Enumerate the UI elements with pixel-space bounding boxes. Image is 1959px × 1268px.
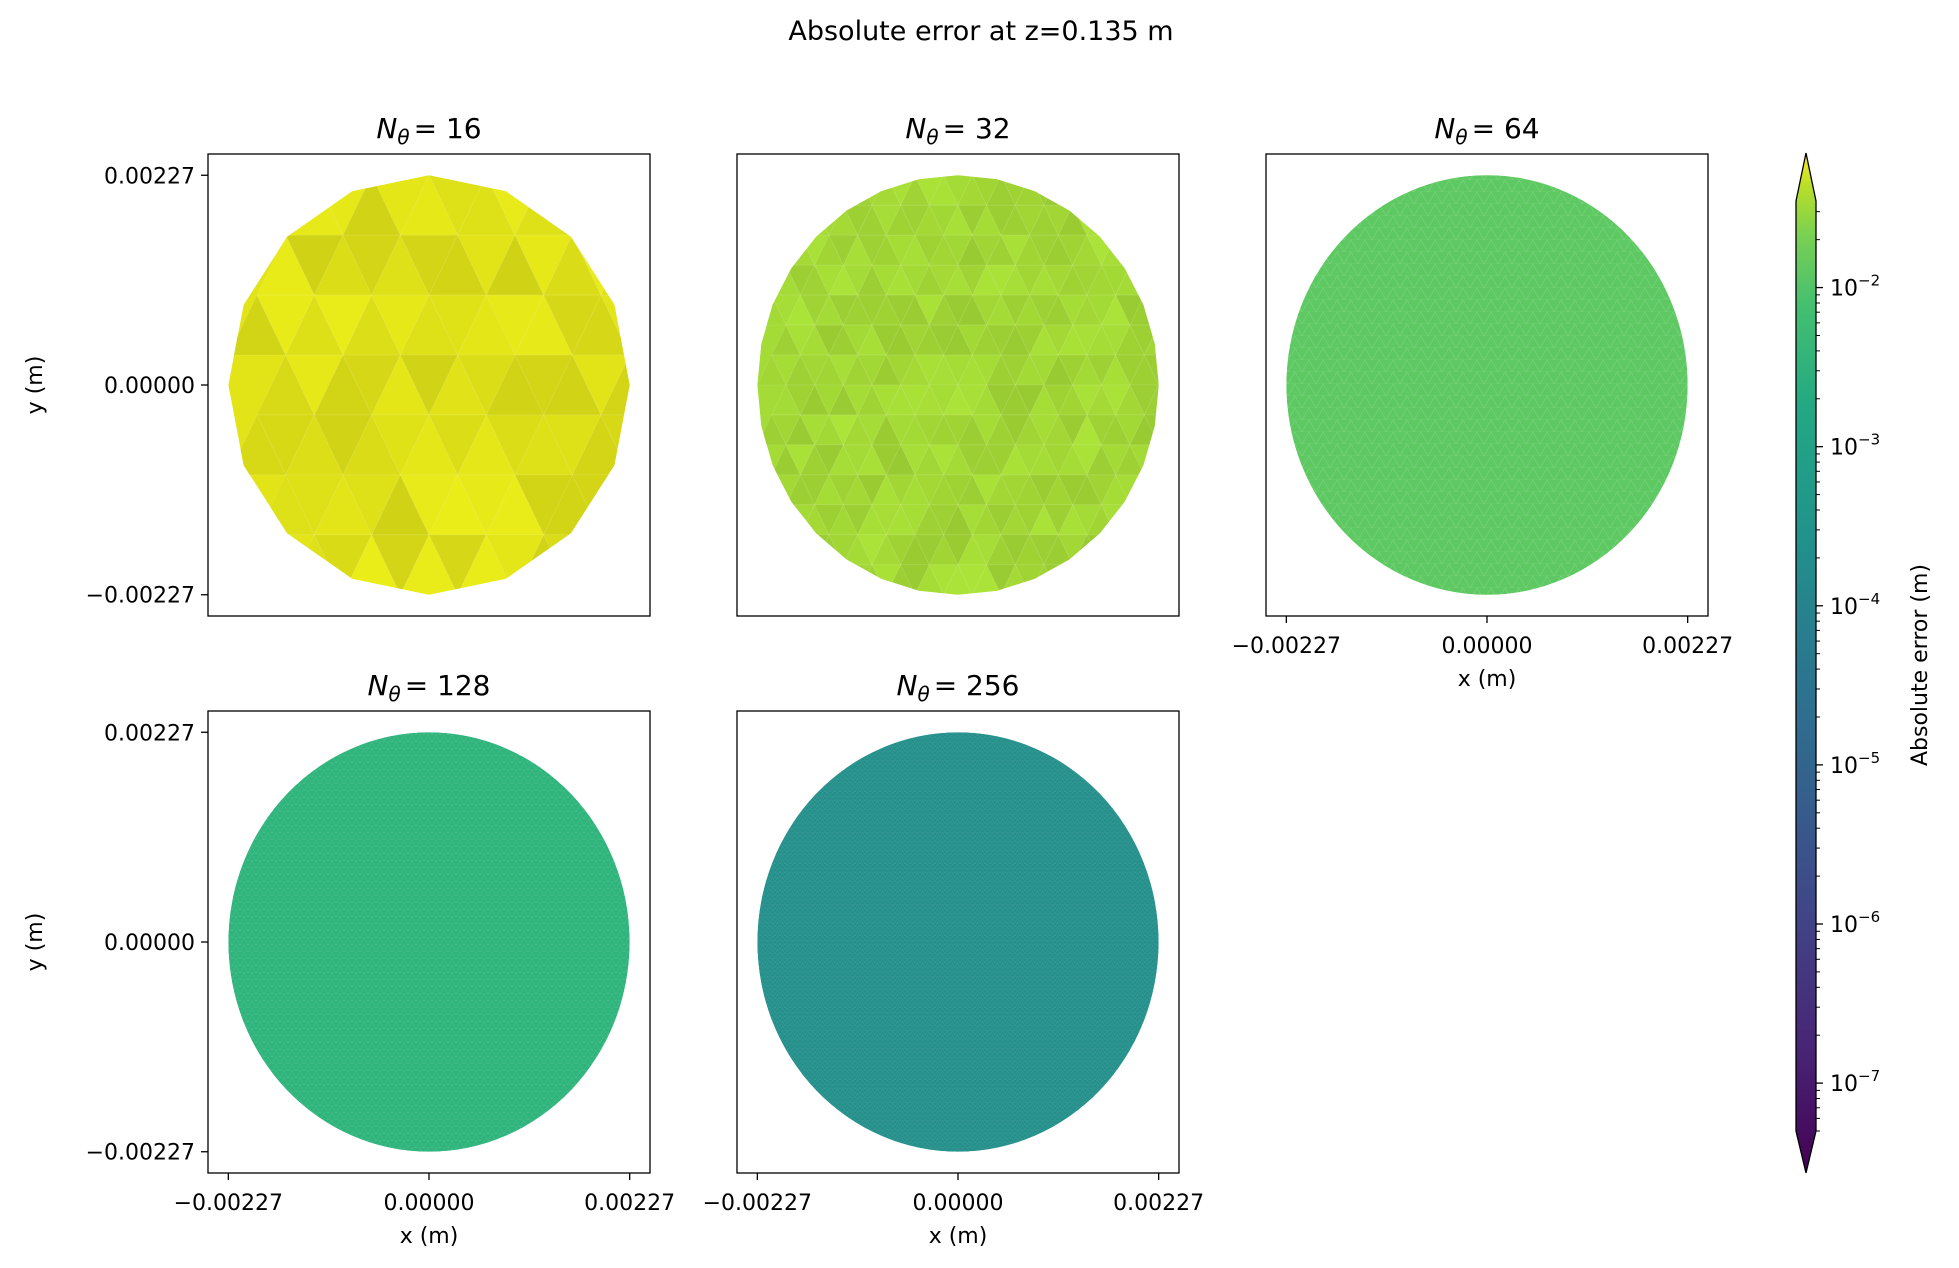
colorbar-tick-label: 10−7 — [1830, 1067, 1880, 1097]
x-tick-label: −0.00227 — [174, 1191, 283, 1216]
subplot-title: Nθ = 64 — [1434, 112, 1539, 149]
colorbar-ticks: 10−2 10−3 10−4 10−5 10−6 10−7 — [1816, 211, 1880, 1132]
title-value: = 32 — [943, 112, 1011, 145]
error-field — [1286, 175, 1688, 595]
x-tick-label: −0.00227 — [703, 1191, 812, 1216]
y-tick-label: 0.00227 — [104, 164, 195, 189]
y-tick-label: 0.00227 — [104, 721, 195, 746]
colorbar-tick-label: 10−4 — [1830, 590, 1880, 620]
subplot-title: Nθ = 16 — [376, 112, 481, 149]
title-subscript: θ — [917, 682, 929, 706]
x-tick-label: 0.00000 — [913, 1191, 1004, 1216]
title-subscript: θ — [397, 125, 409, 149]
x-tick-label: 0.00000 — [1442, 634, 1533, 659]
title-value: = 256 — [934, 669, 1020, 702]
subplot-1: Nθ = 16 0.00227 0.00000 −0.00227 y (m) — [23, 112, 651, 617]
colorbar-label: Absolute error (m) — [1908, 564, 1933, 766]
error-field — [228, 732, 630, 1152]
x-tick-label: −0.00227 — [1232, 634, 1341, 659]
title-value: = 16 — [414, 112, 482, 145]
x-tick-label: 0.00227 — [584, 1191, 675, 1216]
x-axis-label: x (m) — [1458, 667, 1517, 692]
title-symbol: N — [896, 669, 917, 702]
title-symbol: N — [1434, 112, 1455, 145]
subplot-4: Nθ = 128 −0.00227 0.00000 0.00227 x (m) 0.0022… — [23, 669, 675, 1249]
colorbar-scale — [1795, 152, 1817, 1174]
subplot-2: Nθ = 32 — [736, 112, 1180, 617]
colorbar-tick-label: 10−2 — [1830, 272, 1880, 302]
title-symbol: N — [905, 112, 926, 145]
title-subscript: θ — [1455, 125, 1467, 149]
y-axis-label: y (m) — [23, 913, 48, 972]
y-tick-label: −0.00227 — [86, 1141, 195, 1166]
axes-frame — [736, 153, 1180, 617]
colorbar-tick-label: 10−5 — [1830, 749, 1880, 779]
colorbar: 10−2 10−3 10−4 10−5 10−6 10−7 Absolute error … — [1795, 152, 1933, 1174]
x-tick-label: 0.00227 — [1642, 634, 1733, 659]
colorbar-tick-label: 10−3 — [1830, 431, 1880, 461]
title-value: = 128 — [405, 669, 491, 702]
x-tick-label: 0.00227 — [1113, 1191, 1204, 1216]
subplot-title: Nθ = 128 — [367, 669, 490, 706]
y-tick-label: 0.00000 — [104, 931, 195, 956]
error-field — [757, 732, 1159, 1152]
subplot-title: Nθ = 32 — [905, 112, 1010, 149]
title-value: = 64 — [1472, 112, 1540, 145]
colorbar-tick-label: 10−6 — [1830, 908, 1880, 938]
figure-title: Absolute error at z=0.135 m — [788, 16, 1173, 47]
x-axis-label: x (m) — [400, 1224, 459, 1249]
x-tick-label: 0.00000 — [384, 1191, 475, 1216]
title-subscript: θ — [926, 125, 938, 149]
y-axis-label: y (m) — [23, 356, 48, 415]
title-symbol: N — [376, 112, 397, 145]
title-symbol: N — [367, 669, 388, 702]
subplot-title: Nθ = 256 — [896, 669, 1019, 706]
subplot-5: Nθ = 256 −0.00227 0.00000 0.00227 x (m) — [703, 669, 1205, 1249]
x-axis-label: x (m) — [929, 1224, 988, 1249]
error-field — [228, 175, 630, 595]
y-tick-label: 0.00000 — [104, 374, 195, 399]
subplot-3: Nθ = 64 −0.00227 0.00000 0.00227 x (m) — [1232, 112, 1734, 692]
title-subscript: θ — [388, 682, 400, 706]
error-field — [757, 175, 1159, 595]
y-tick-label: −0.00227 — [86, 584, 195, 609]
